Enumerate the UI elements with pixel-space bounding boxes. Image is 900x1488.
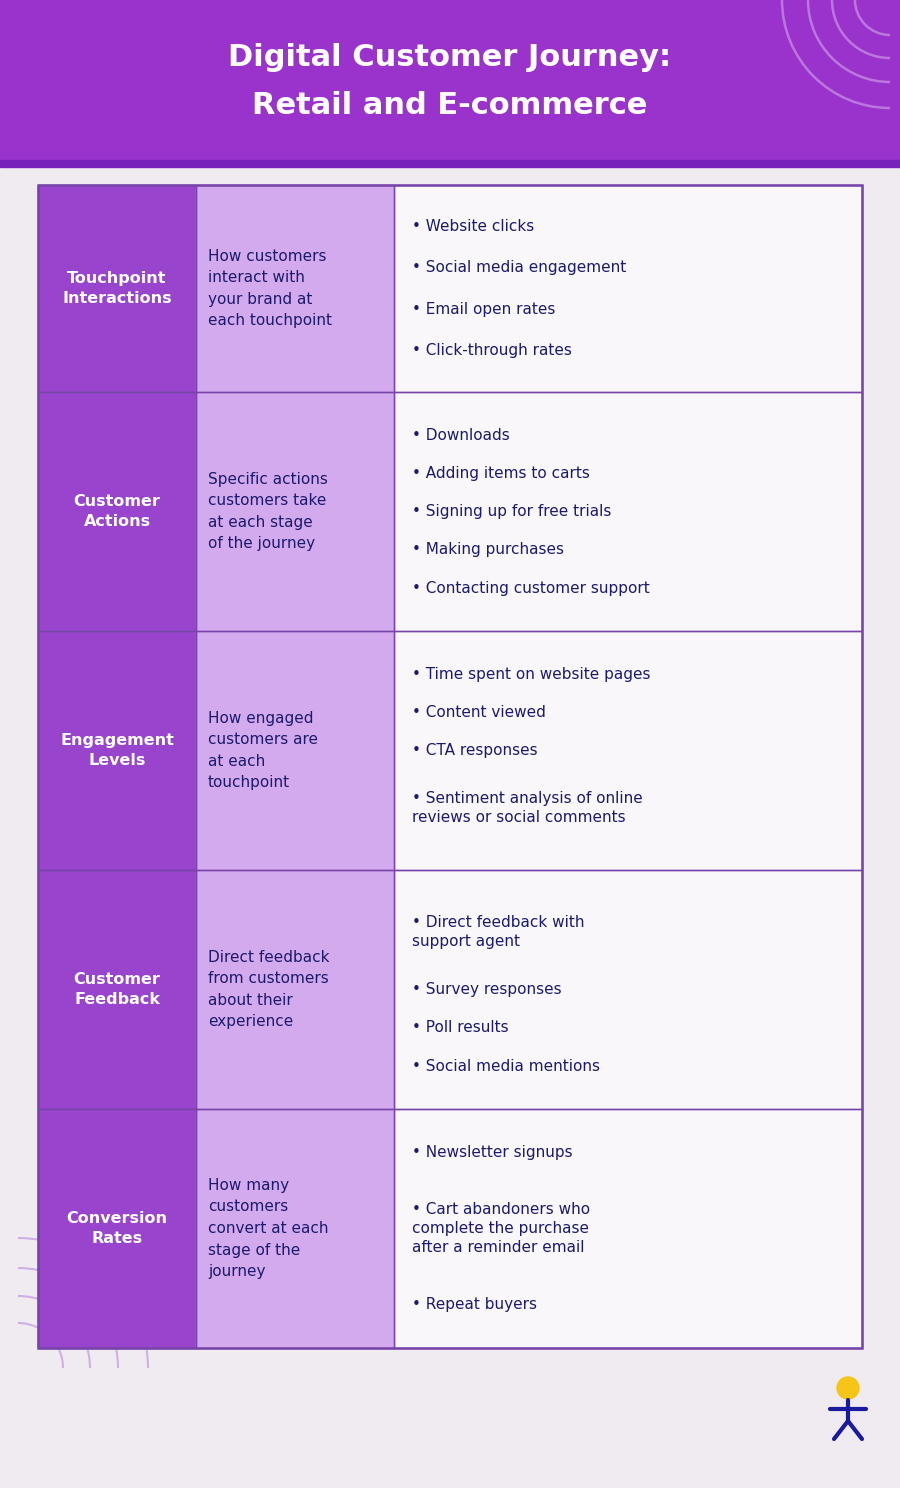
Text: • Downloads: • Downloads (412, 427, 509, 442)
Bar (394, 870, 862, 1109)
Bar (394, 1109, 862, 1348)
Text: • Repeat buyers: • Repeat buyers (412, 1298, 537, 1312)
Bar (38, 1109, 196, 1348)
Text: • Contacting customer support: • Contacting customer support (412, 580, 650, 595)
Text: • Cart abandoners who
complete the purchase
after a reminder email: • Cart abandoners who complete the purch… (412, 1202, 590, 1256)
Text: Conversion
Rates: Conversion Rates (67, 1211, 167, 1245)
Bar (38, 1109, 196, 1348)
Bar (196, 185, 394, 393)
Text: • Direct feedback with
support agent: • Direct feedback with support agent (412, 915, 584, 949)
Bar (38, 393, 196, 631)
Text: How engaged
customers are
at each
touchpoint: How engaged customers are at each touchp… (208, 711, 318, 790)
Text: How customers
interact with
your brand at
each touchpoint: How customers interact with your brand a… (208, 248, 332, 329)
Bar (0, 161, 900, 167)
Text: • Email open rates: • Email open rates (412, 302, 555, 317)
Bar (196, 393, 394, 631)
Bar (394, 393, 862, 631)
Text: Engagement
Levels: Engagement Levels (60, 734, 174, 768)
Bar (196, 870, 394, 1109)
Bar (394, 393, 862, 631)
Text: • Signing up for free trials: • Signing up for free trials (412, 504, 611, 519)
Bar (0, 0, 900, 161)
Text: Digital Customer Journey:: Digital Customer Journey: (229, 43, 671, 73)
Text: • Adding items to carts: • Adding items to carts (412, 466, 590, 481)
Bar (38, 631, 196, 870)
Text: • Poll results: • Poll results (412, 1021, 508, 1036)
Bar (196, 631, 394, 870)
Text: • Sentiment analysis of online
reviews or social comments: • Sentiment analysis of online reviews o… (412, 790, 643, 824)
Bar (394, 631, 862, 870)
Bar (196, 1109, 394, 1348)
Text: Customer
Actions: Customer Actions (74, 494, 160, 530)
Text: • Social media engagement: • Social media engagement (412, 260, 626, 275)
Text: How many
customers
convert at each
stage of the
journey: How many customers convert at each stage… (208, 1178, 328, 1280)
Bar (196, 185, 394, 393)
Bar (38, 185, 196, 393)
Text: • Survey responses: • Survey responses (412, 982, 562, 997)
Bar (38, 185, 196, 393)
Text: • CTA responses: • CTA responses (412, 743, 537, 757)
Text: Touchpoint
Interactions: Touchpoint Interactions (62, 271, 172, 307)
Bar (394, 1109, 862, 1348)
Text: • Website clicks: • Website clicks (412, 219, 535, 234)
Bar (38, 185, 862, 1348)
Text: Retail and E-commerce: Retail and E-commerce (252, 91, 648, 119)
Text: • Click-through rates: • Click-through rates (412, 344, 572, 359)
Bar (196, 393, 394, 631)
Bar (394, 185, 862, 393)
Bar (38, 393, 196, 631)
Bar (38, 870, 196, 1109)
Text: • Content viewed: • Content viewed (412, 705, 546, 720)
Text: Customer
Feedback: Customer Feedback (74, 972, 160, 1007)
Bar (38, 870, 196, 1109)
Bar (196, 870, 394, 1109)
Bar (394, 631, 862, 870)
Circle shape (837, 1376, 859, 1399)
Bar (196, 1109, 394, 1348)
Bar (196, 631, 394, 870)
Text: • Newsletter signups: • Newsletter signups (412, 1144, 572, 1159)
Text: Direct feedback
from customers
about their
experience: Direct feedback from customers about the… (208, 949, 329, 1030)
Text: • Making purchases: • Making purchases (412, 542, 564, 558)
Bar (394, 870, 862, 1109)
Text: Specific actions
customers take
at each stage
of the journey: Specific actions customers take at each … (208, 472, 328, 552)
Bar (394, 185, 862, 393)
Text: • Time spent on website pages: • Time spent on website pages (412, 667, 651, 682)
Bar (38, 631, 196, 870)
Text: • Social media mentions: • Social media mentions (412, 1058, 600, 1073)
